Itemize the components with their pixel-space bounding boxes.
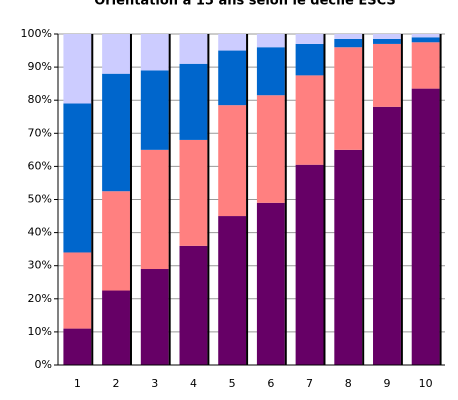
bar-segment [63, 34, 92, 104]
bar-segment [140, 34, 169, 71]
bar-segment [295, 75, 324, 165]
bar-segment [102, 290, 130, 365]
bar-segment [102, 73, 130, 192]
bar-segment [218, 50, 247, 106]
bar-segment [334, 34, 363, 39]
bar-segment [256, 202, 285, 365]
y-tick-label: 10% [28, 325, 52, 338]
bar-segment [373, 106, 401, 365]
x-tick-label: 7 [306, 377, 313, 390]
bar-segment [218, 34, 247, 51]
bar-segment [295, 34, 324, 44]
bar-segment [63, 252, 92, 329]
y-tick-label: 70% [28, 126, 52, 139]
chart-title: Orientation à 15 ans selon le décile ESC… [94, 0, 396, 9]
bar-segment [411, 34, 440, 38]
bar-segment [334, 47, 363, 150]
bar-segment [179, 63, 208, 140]
x-tick-label: 10 [419, 377, 433, 390]
x-tick-label: 3 [151, 377, 158, 390]
bar-segment [218, 216, 247, 365]
bar-segment [373, 43, 401, 107]
x-tick-label: 4 [190, 377, 197, 390]
bar-segment [140, 269, 169, 365]
bar-segment [63, 103, 92, 253]
bar-segment [295, 43, 324, 76]
x-tick-label: 1 [74, 377, 81, 390]
bar-segment [256, 95, 285, 203]
y-tick-label: 80% [28, 93, 52, 106]
bar-segment [140, 70, 169, 150]
bar-segment [140, 149, 169, 270]
x-tick-label: 6 [267, 377, 274, 390]
bar-segment [218, 105, 247, 217]
bar-segment [102, 34, 130, 74]
bar-segment [334, 149, 363, 365]
x-tick-label: 8 [345, 377, 352, 390]
bar-segment [411, 42, 440, 89]
y-tick-label: 20% [28, 292, 52, 305]
bar-segment [256, 47, 285, 96]
bar-segment [179, 34, 208, 64]
y-tick-label: 30% [28, 259, 52, 272]
bar-segment [295, 164, 324, 365]
x-tick-label: 9 [383, 377, 390, 390]
y-tick-label: 0% [35, 358, 52, 371]
x-tick-label: 2 [113, 377, 120, 390]
bar-segment [63, 328, 92, 365]
y-tick-label: 60% [28, 159, 52, 172]
y-tick-label: 100% [21, 27, 52, 40]
y-tick-label: 50% [28, 193, 52, 206]
bar-segment [334, 38, 363, 48]
bar-segment [411, 88, 440, 366]
bar-segment [179, 139, 208, 246]
y-tick-label: 40% [28, 226, 52, 239]
y-tick-label: 90% [28, 60, 52, 73]
bar-segment [411, 37, 440, 43]
bar-segment [373, 38, 401, 44]
x-tick-label: 5 [229, 377, 236, 390]
bar-segment [102, 191, 130, 291]
bar-segment [179, 245, 208, 365]
bar-segment [373, 34, 401, 39]
bar-segment [256, 34, 285, 48]
